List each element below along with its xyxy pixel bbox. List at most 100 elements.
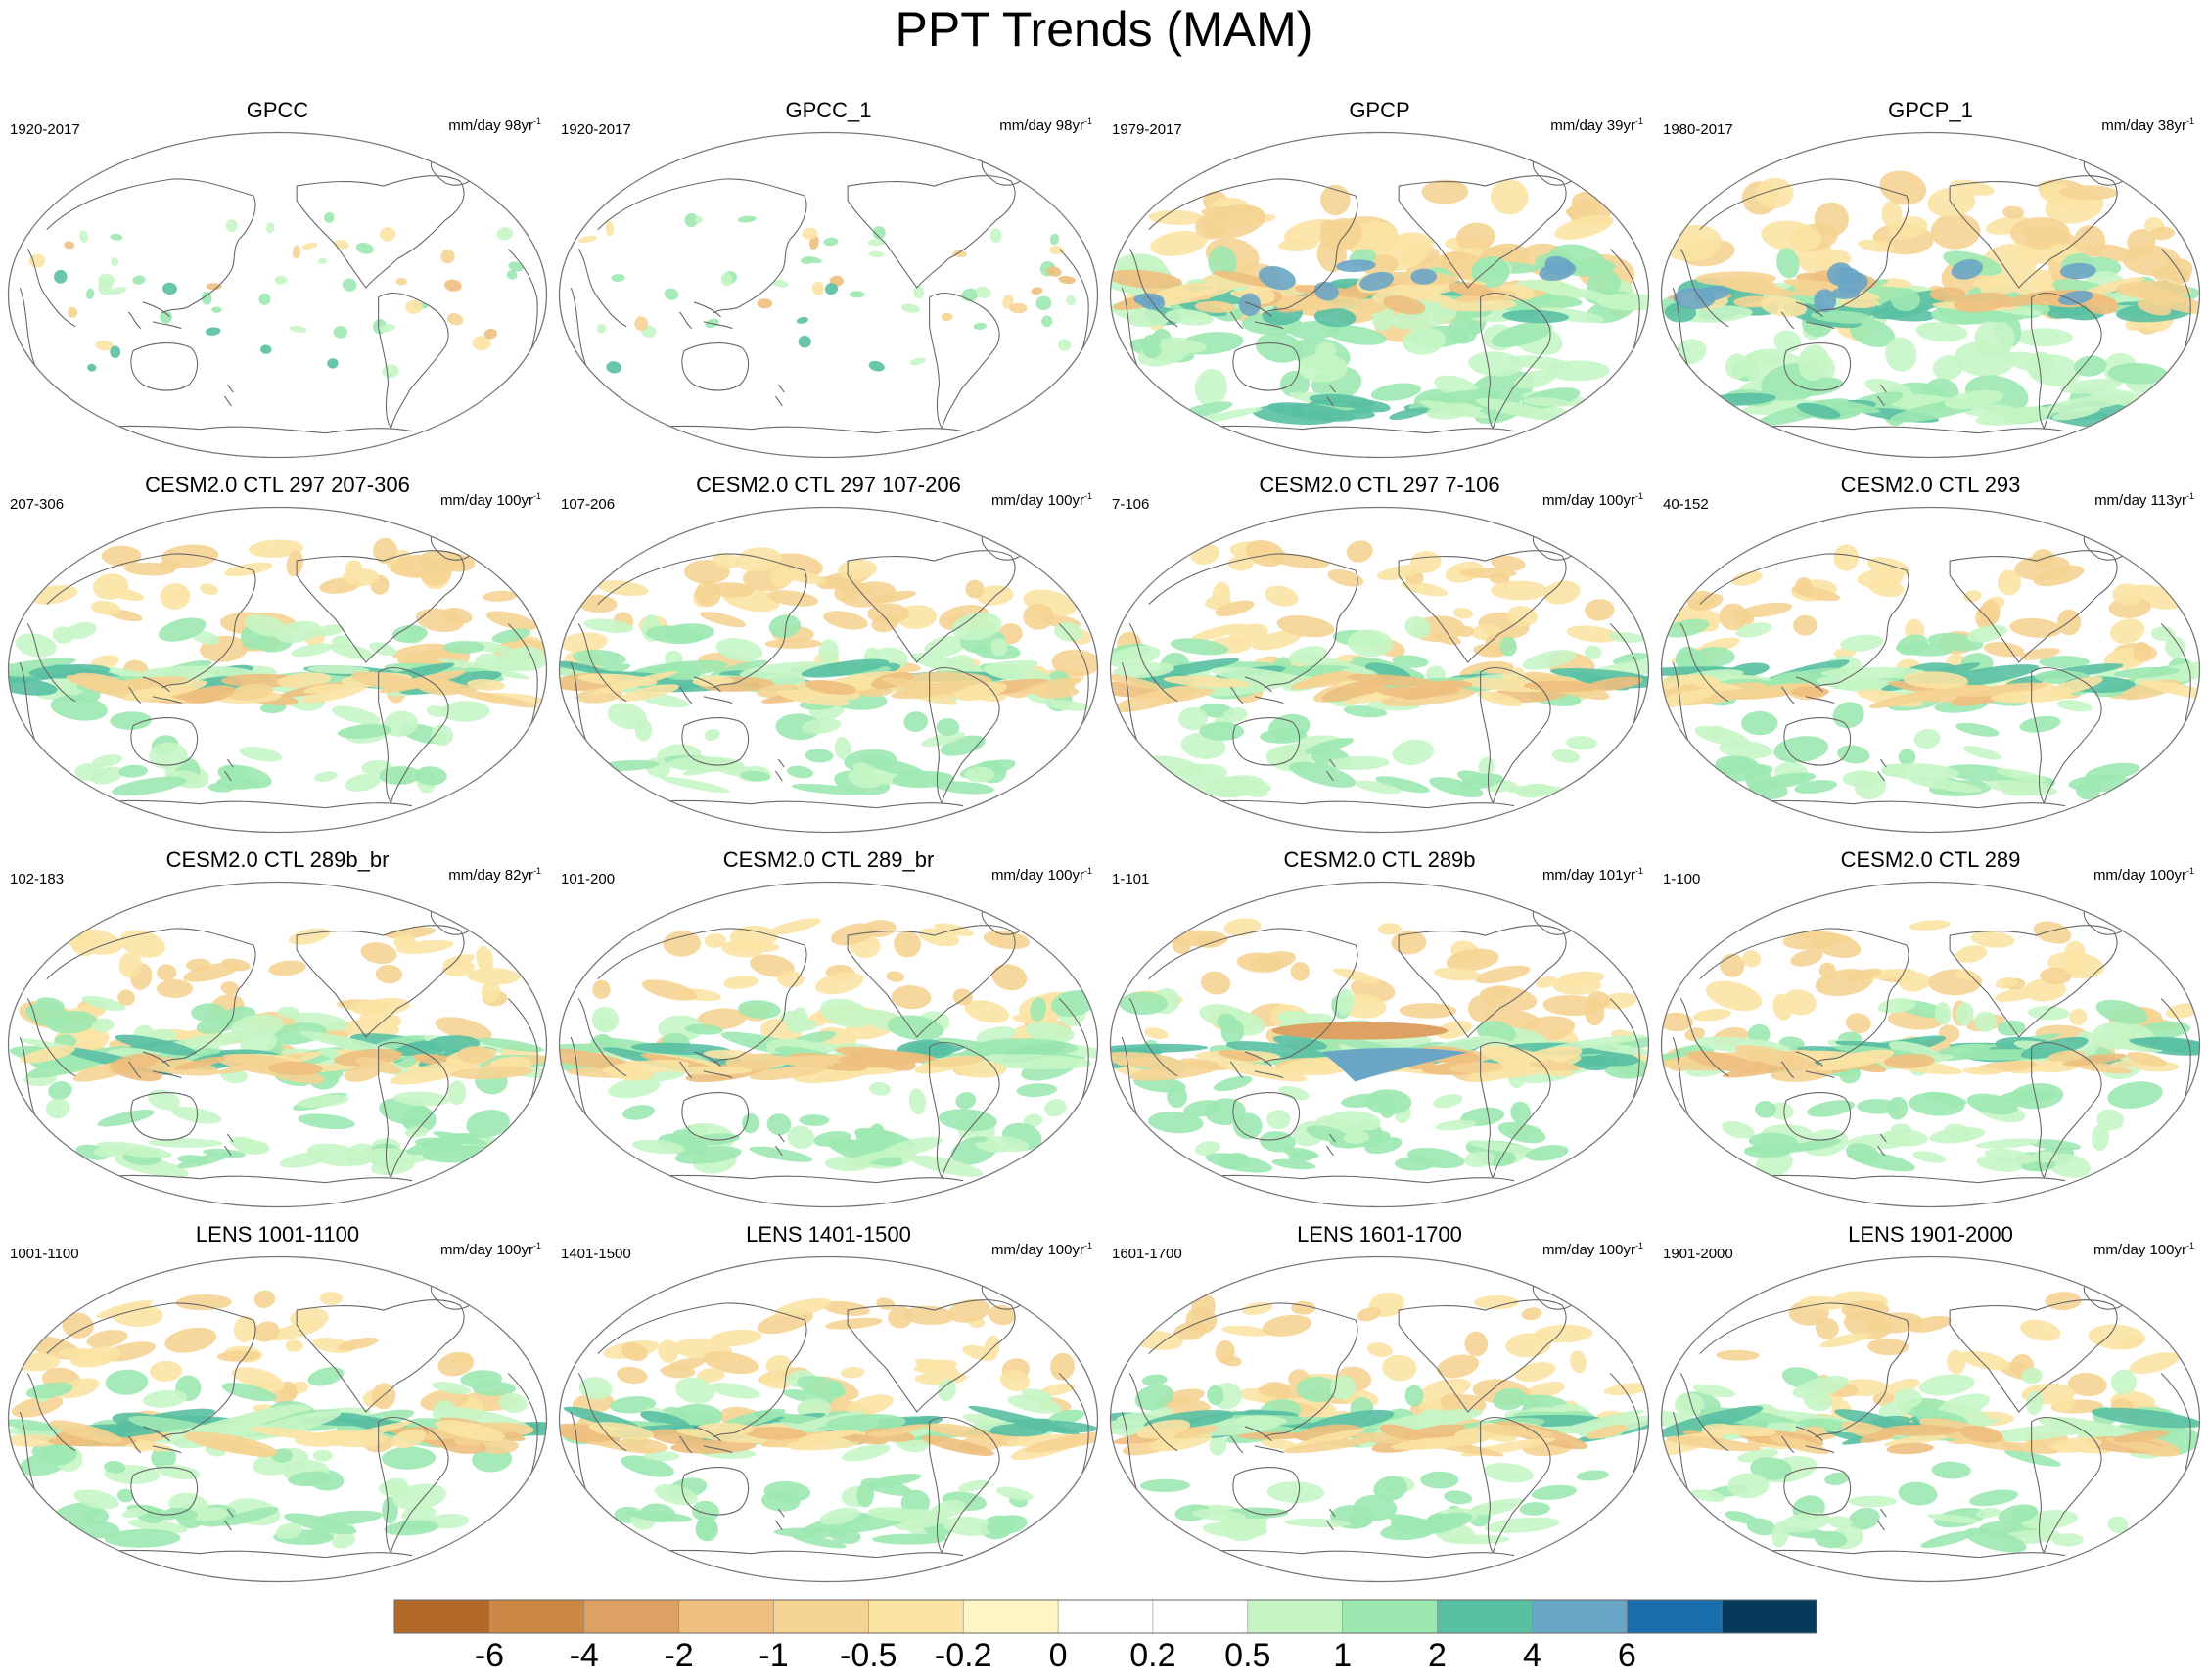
- panel-period: 1001-1100: [10, 1246, 79, 1262]
- units-text: mm/day 101yr: [1541, 867, 1635, 884]
- coastlines: [1121, 159, 1640, 434]
- map-panel: LENS 1001-1100 1001-1100 mm/day 100yr-1: [2, 1222, 553, 1594]
- panel-units: mm/day 100yr-1: [1542, 1241, 1643, 1258]
- map-panel: LENS 1601-1700 1601-1700 mm/day 100yr-1: [1104, 1222, 1655, 1594]
- map-outline: [558, 131, 1099, 459]
- robinson-map: [1109, 1255, 1650, 1583]
- colorbar-box: [393, 1599, 490, 1634]
- units-exponent: -1: [2185, 866, 2194, 876]
- panel-units: mm/day 100yr-1: [440, 1241, 541, 1258]
- figure-title: PPT Trends (MAM): [895, 2, 1313, 57]
- coastlines: [1121, 533, 1640, 809]
- coastlines: [570, 1283, 1089, 1559]
- colorbar-label: -0.5: [840, 1637, 897, 1674]
- coastlines: [19, 908, 538, 1184]
- precip-trend-field: [9, 908, 547, 1184]
- panel-title: LENS 1601-1700: [1297, 1222, 1462, 1247]
- map-outline: [1660, 506, 2201, 834]
- precip-trend-field: [8, 1283, 547, 1559]
- colorbar-box: [1437, 1599, 1534, 1634]
- units-exponent: -1: [1634, 1241, 1643, 1250]
- panel-period: 1901-2000: [1663, 1246, 1733, 1262]
- map-outline: [7, 131, 548, 459]
- robinson-map: [558, 506, 1099, 834]
- map-outline: [1660, 131, 2201, 459]
- colorbar-box: [678, 1599, 775, 1634]
- panel-period: 107-206: [561, 496, 616, 513]
- map-outline: [7, 506, 548, 834]
- panel-title: CESM2.0 CTL 297 7-106: [1259, 473, 1500, 497]
- robinson-map: [558, 1255, 1099, 1583]
- panel-units: mm/day 100yr-1: [991, 1241, 1092, 1258]
- robinson-map: [558, 881, 1099, 1208]
- colorbar-box: [867, 1599, 964, 1634]
- precip-trend-field: [559, 1283, 1098, 1559]
- map-outline: [7, 881, 548, 1208]
- precip-trend-field: [1110, 159, 1649, 434]
- units-exponent: -1: [1083, 116, 1092, 126]
- panel-units: mm/day 100yr-1: [991, 866, 1092, 884]
- units-exponent: -1: [1083, 491, 1092, 501]
- precip-trend-field: [559, 908, 1098, 1184]
- colorbar-label: 2: [1428, 1637, 1447, 1674]
- precip-trend-field: [19, 159, 538, 434]
- robinson-map: [1660, 1255, 2201, 1583]
- panel-period: 101-200: [561, 871, 616, 887]
- colorbar-box: [773, 1599, 870, 1634]
- units-exponent: -1: [1083, 866, 1092, 876]
- panel-units: mm/day 39yr-1: [1550, 116, 1643, 134]
- map-panel: GPCP 1979-2017 mm/day 39yr-1: [1104, 98, 1655, 470]
- units-text: mm/day 100yr: [439, 1242, 533, 1258]
- robinson-map: [1109, 506, 1650, 834]
- units-exponent: -1: [532, 116, 541, 126]
- map-outline: [1109, 881, 1650, 1208]
- panel-title: LENS 1401-1500: [746, 1222, 911, 1247]
- robinson-map: [1660, 506, 2201, 834]
- panel-title: CESM2.0 CTL 297 107-206: [696, 473, 961, 497]
- units-exponent: -1: [2185, 1241, 2194, 1250]
- robinson-map: [558, 131, 1099, 459]
- colorbar-box: [1627, 1599, 1724, 1634]
- panel-title: GPCP_1: [1888, 98, 1973, 122]
- panel-period: 1401-1500: [561, 1246, 631, 1262]
- panel-units: mm/day 38yr-1: [2101, 116, 2194, 134]
- colorbar-label: -2: [664, 1637, 693, 1674]
- robinson-map: [1109, 881, 1650, 1208]
- colorbar-box: [488, 1599, 585, 1634]
- colorbar-label: 0.2: [1129, 1637, 1175, 1674]
- panel-title: LENS 1001-1100: [195, 1222, 360, 1247]
- panel-units: mm/day 82yr-1: [448, 866, 541, 884]
- map-panel: CESM2.0 CTL 289b_br 102-183 mm/day 82yr-1: [2, 847, 553, 1219]
- units-exponent: -1: [2185, 491, 2194, 501]
- coastlines: [1672, 1283, 2191, 1559]
- map-panel: GPCP_1 1980-2017 mm/day 38yr-1: [1655, 98, 2206, 470]
- panel-units: mm/day 100yr-1: [2093, 866, 2194, 884]
- colorbar-box: [1247, 1599, 1344, 1634]
- panel-period: 1-101: [1112, 871, 1150, 887]
- units-text: mm/day 113yr: [2094, 492, 2186, 509]
- colorbar-label: -4: [570, 1637, 599, 1674]
- units-text: mm/day 39yr: [1550, 117, 1635, 134]
- robinson-map: [1109, 131, 1650, 459]
- panel-title: CESM2.0 CTL 293: [1840, 473, 2021, 497]
- panel-period: 7-106: [1112, 496, 1150, 513]
- colorbar-box: [583, 1599, 680, 1634]
- map-panel: LENS 1901-2000 1901-2000 mm/day 100yr-1: [1655, 1222, 2206, 1594]
- panel-title: GPCC: [246, 98, 309, 122]
- colorbar-box: [1057, 1599, 1154, 1634]
- panel-title: GPCP: [1349, 98, 1410, 122]
- colorbar-frame: [393, 1599, 1817, 1634]
- colorbar-label: -1: [759, 1637, 788, 1674]
- colorbar-box: [1342, 1599, 1439, 1634]
- map-outline: [1660, 1255, 2201, 1583]
- panel-units: mm/day 100yr-1: [440, 491, 541, 509]
- map-outline: [1109, 1255, 1650, 1583]
- units-exponent: -1: [1634, 491, 1643, 501]
- map-panel: LENS 1401-1500 1401-1500 mm/day 100yr-1: [553, 1222, 1104, 1594]
- panel-period: 207-306: [10, 496, 65, 513]
- map-panel: CESM2.0 CTL 297 7-106 7-106 mm/day 100yr-1: [1104, 473, 1655, 844]
- panel-title: CESM2.0 CTL 297 207-306: [145, 473, 410, 497]
- panel-title: CESM2.0 CTL 289b: [1283, 847, 1476, 872]
- colorbar-label: 0: [1049, 1637, 1068, 1674]
- units-text: mm/day 100yr: [439, 492, 533, 509]
